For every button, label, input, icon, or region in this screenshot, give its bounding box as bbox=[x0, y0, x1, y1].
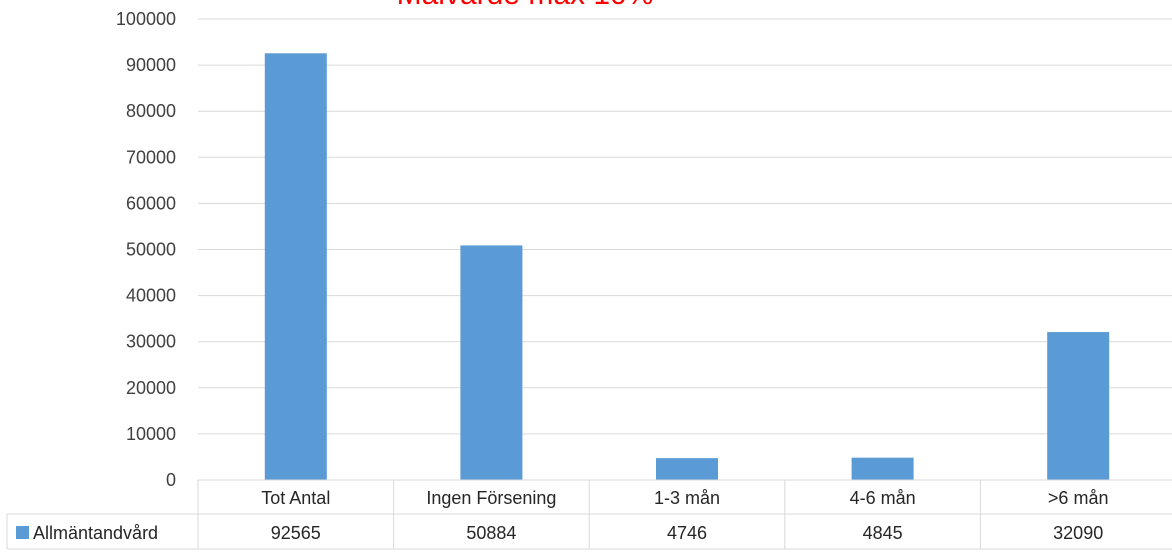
y-tick-label: 40000 bbox=[126, 286, 176, 306]
bar bbox=[460, 245, 523, 480]
gridlines bbox=[198, 18, 1172, 435]
y-tick-label: 50000 bbox=[126, 240, 176, 260]
y-tick-label: 60000 bbox=[126, 193, 176, 213]
bar bbox=[264, 53, 327, 480]
y-tick-label: 90000 bbox=[126, 55, 176, 75]
y-tick-label: 20000 bbox=[126, 378, 176, 398]
bar bbox=[851, 457, 914, 480]
y-axis-tick-labels: 0 10000 20000 30000 40000 50000 60000 70000 8000… bbox=[116, 9, 176, 490]
legend-label: Allmäntandvård bbox=[33, 523, 158, 543]
data-table-value: 4845 bbox=[863, 523, 903, 543]
x-category-label: Tot Antal bbox=[261, 488, 330, 508]
y-tick-label: 0 bbox=[166, 470, 176, 490]
bar bbox=[1047, 332, 1110, 480]
x-category-label: 4-6 mån bbox=[850, 488, 916, 508]
y-tick-label: 80000 bbox=[126, 101, 176, 121]
x-category-label: Ingen Försening bbox=[426, 488, 556, 508]
data-table-value: 50884 bbox=[466, 523, 516, 543]
y-tick-label: 100000 bbox=[116, 9, 176, 29]
x-category-label: 1-3 mån bbox=[654, 488, 720, 508]
y-tick-label: 10000 bbox=[126, 424, 176, 444]
chart-title: Målvärde max 10% bbox=[397, 0, 654, 11]
data-table-value: 32090 bbox=[1053, 523, 1103, 543]
data-table-value: 4746 bbox=[667, 523, 707, 543]
bar bbox=[656, 458, 718, 480]
data-table: Tot Antal 92565 Ingen Försening 50884 1-3 må… bbox=[6, 479, 1172, 550]
y-tick-label: 70000 bbox=[126, 147, 176, 167]
bars bbox=[264, 53, 1110, 480]
x-category-label: >6 mån bbox=[1048, 488, 1109, 508]
legend-swatch bbox=[16, 526, 29, 539]
y-tick-label: 30000 bbox=[126, 332, 176, 352]
data-table-value: 92565 bbox=[271, 523, 321, 543]
